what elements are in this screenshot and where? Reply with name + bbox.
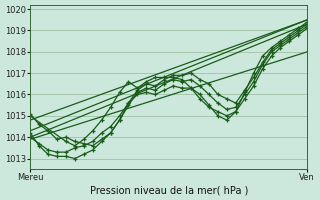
X-axis label: Pression niveau de la mer( hPa ): Pression niveau de la mer( hPa ) bbox=[90, 185, 248, 195]
